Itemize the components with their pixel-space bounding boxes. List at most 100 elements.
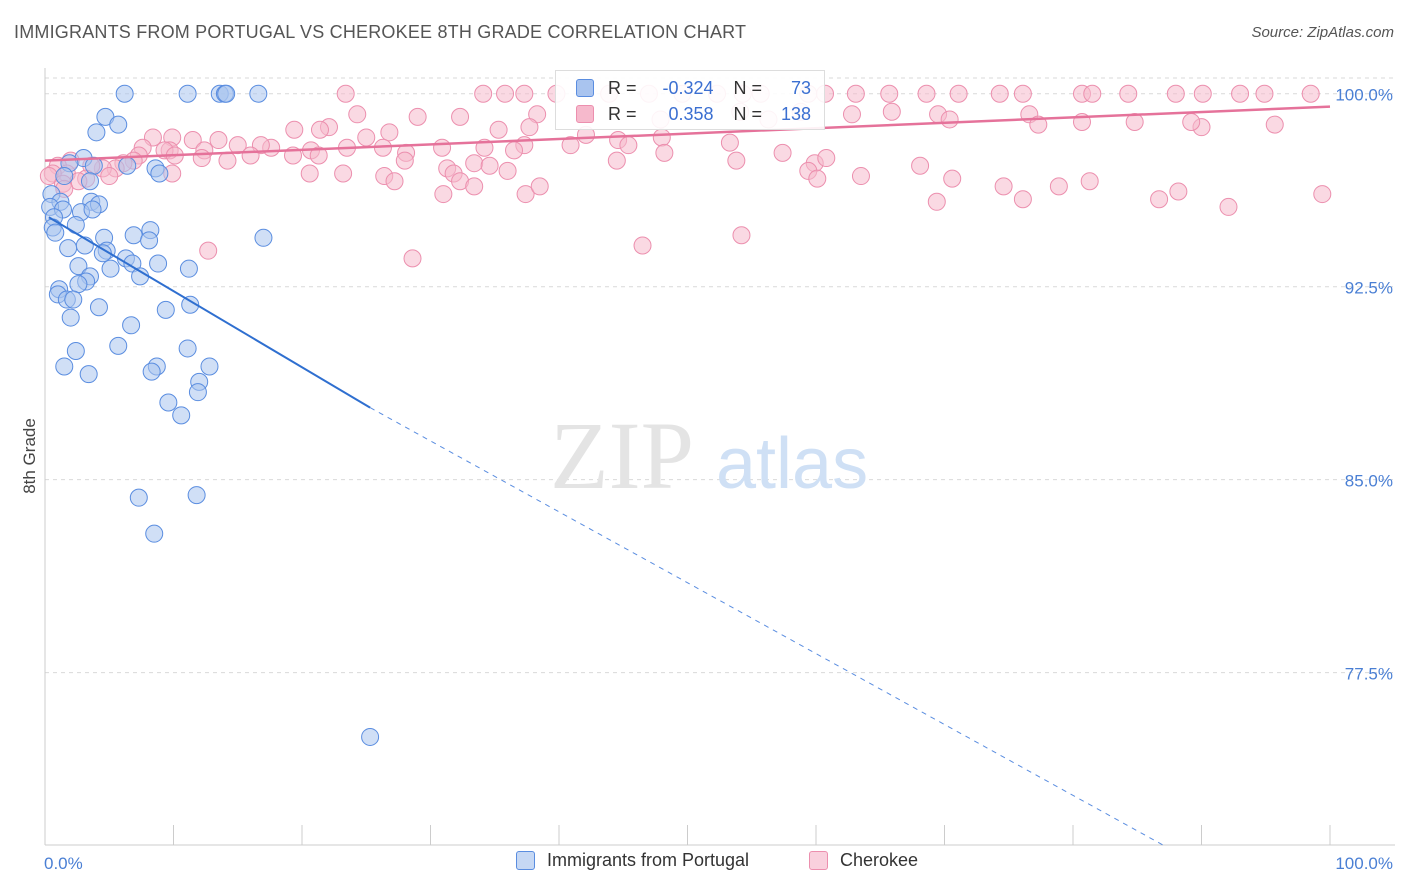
- cherokee-point: [530, 177, 549, 196]
- watermark-atlas: atlas: [716, 424, 868, 504]
- cherokee-point: [994, 177, 1013, 196]
- cherokee-point: [192, 149, 211, 168]
- stats-row-portugal: R = -0.324 N = 73: [576, 75, 811, 101]
- chart-title: IMMIGRANTS FROM PORTUGAL VS CHEROKEE 8TH…: [14, 22, 747, 42]
- portugal-point: [200, 357, 219, 376]
- cherokee-point: [1029, 115, 1048, 134]
- cherokee-point: [1013, 84, 1032, 103]
- stats-r-label: R =: [608, 103, 637, 124]
- stats-swatch-pink: [576, 105, 594, 123]
- portugal-point: [69, 275, 88, 294]
- x-tick-label-min: 0.0%: [44, 854, 83, 873]
- cherokee-point: [720, 133, 739, 152]
- cherokee-point: [403, 249, 422, 268]
- portugal-point: [61, 308, 80, 327]
- cherokee-point: [1231, 84, 1250, 103]
- cherokee-point: [451, 107, 470, 126]
- cherokee-point: [655, 143, 674, 162]
- cherokee-point: [357, 128, 376, 147]
- watermark-zip: ZIP: [550, 402, 694, 509]
- cherokee-point: [183, 131, 202, 150]
- stats-r-label: R =: [608, 77, 637, 98]
- cherokee-point: [1013, 190, 1032, 209]
- y-tick-label: 85.0%: [1345, 472, 1393, 491]
- watermark: ZIP atlas: [550, 402, 868, 509]
- cherokee-point: [633, 236, 652, 255]
- cherokee-point: [1119, 84, 1138, 103]
- cherokee-point: [949, 84, 968, 103]
- stats-swatch-blue: [576, 79, 594, 97]
- cherokee-point: [465, 177, 484, 196]
- portugal-point: [178, 84, 197, 103]
- portugal-point: [249, 84, 268, 103]
- cherokee-point: [408, 107, 427, 126]
- cherokee-point: [309, 146, 328, 165]
- portugal-point: [254, 228, 273, 247]
- source-credit: Source: ZipAtlas.com: [1251, 24, 1394, 41]
- cherokee-point: [334, 164, 353, 183]
- x-tick-label-max: 100.0%: [1335, 854, 1393, 873]
- cherokee-point: [880, 84, 899, 103]
- cherokee-point: [817, 149, 836, 168]
- portugal-point: [124, 226, 143, 245]
- portugal-points: [41, 84, 380, 746]
- portugal-point: [87, 123, 106, 142]
- stats-n-label: N =: [733, 103, 763, 124]
- portugal-point: [109, 336, 128, 355]
- cherokee-point: [911, 156, 930, 175]
- cherokee-point: [1193, 84, 1212, 103]
- cherokee-point: [241, 146, 260, 165]
- cherokee-point: [1049, 177, 1068, 196]
- stats-box: R = -0.324 N = 73 R = 0.358 N = 138: [555, 70, 825, 130]
- cherokee-point: [1080, 172, 1099, 191]
- cherokee-point: [561, 136, 580, 155]
- y-tick-label: 100.0%: [1335, 86, 1393, 105]
- cherokee-point: [433, 138, 452, 157]
- cherokee-point: [1166, 84, 1185, 103]
- cherokee-point: [218, 151, 237, 170]
- cherokee-point: [496, 84, 515, 103]
- cherokee-point: [607, 151, 626, 170]
- cherokee-point: [652, 128, 671, 147]
- legend-label-portugal: Immigrants from Portugal: [547, 850, 750, 870]
- portugal-point: [181, 295, 200, 314]
- cherokee-point: [209, 131, 228, 150]
- portugal-point: [145, 524, 164, 543]
- cherokee-point: [882, 102, 901, 121]
- portugal-point: [118, 156, 137, 175]
- cherokee-point: [1301, 84, 1320, 103]
- cherokee-point: [434, 185, 453, 204]
- cherokee-point: [285, 120, 304, 139]
- stats-n-value: 73: [791, 77, 812, 98]
- cherokee-point: [1219, 197, 1238, 216]
- cherokee-point: [310, 120, 329, 139]
- cherokee-point: [940, 110, 959, 129]
- cherokee-point: [1182, 113, 1201, 132]
- cherokee-point: [846, 84, 865, 103]
- portugal-point: [66, 342, 85, 361]
- stats-r-value: -0.324: [662, 77, 714, 98]
- y-axis-label: 8th Grade: [20, 418, 39, 494]
- portugal-point: [140, 231, 159, 250]
- stats-r-value: 0.358: [668, 103, 714, 124]
- cherokee-point: [516, 185, 535, 204]
- portugal-trend-line: [48, 216, 371, 409]
- cherokee-point: [1255, 84, 1274, 103]
- cherokee-point: [1313, 185, 1332, 204]
- portugal-point: [172, 406, 191, 425]
- legend-item-cherokee[interactable]: Cherokee: [809, 850, 918, 871]
- cherokee-point: [100, 167, 119, 186]
- legend-item-portugal[interactable]: Immigrants from Portugal: [516, 850, 749, 871]
- portugal-point: [80, 172, 99, 191]
- legend-label-cherokee: Cherokee: [840, 850, 919, 870]
- portugal-point: [361, 727, 380, 746]
- portugal-point: [59, 239, 78, 258]
- cherokee-point: [474, 84, 493, 103]
- cherokee-point: [498, 161, 517, 180]
- portugal-point: [156, 300, 175, 319]
- portugal-point: [64, 290, 83, 309]
- portugal-point: [55, 167, 74, 186]
- cherokee-point: [842, 105, 861, 124]
- stats-n-label: N =: [733, 77, 763, 98]
